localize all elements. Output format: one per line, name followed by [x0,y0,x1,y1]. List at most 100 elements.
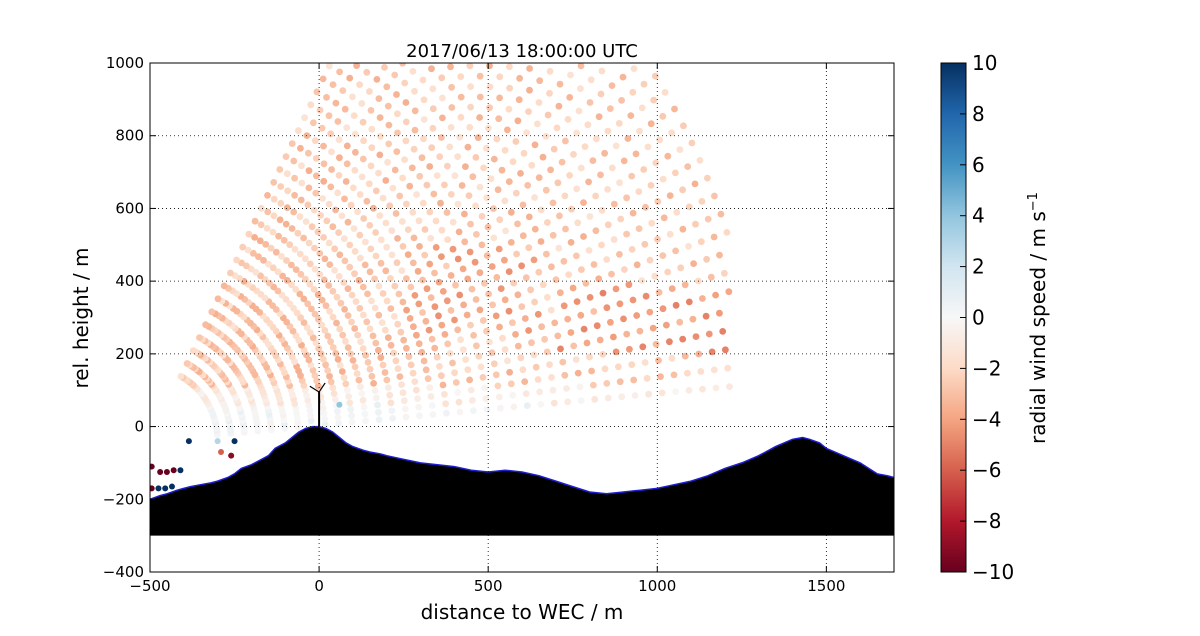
scan-point [599,351,607,358]
scan-point [451,369,458,377]
scan-point [379,361,387,369]
scan-point [554,179,562,187]
scan-point [593,135,600,143]
scan-point [490,155,498,163]
scan-point [379,290,387,297]
scan-point [549,386,557,394]
scan-point [420,96,428,104]
scan-point [478,241,486,249]
scan-point [436,153,444,161]
scan-point [428,65,435,73]
scan-point [547,306,555,314]
scan-point [577,85,584,92]
scan-point [376,133,384,140]
scan-point [459,346,467,353]
scan-point [297,196,305,204]
scan-point [319,404,327,412]
scan-point [697,368,705,375]
near-ground-point [150,485,155,492]
scan-point [535,268,543,276]
scan-point [427,393,435,400]
scan-point [580,325,588,333]
scan-point [467,220,474,228]
scan-point [360,311,367,319]
scan-point [585,178,592,186]
scan-point [530,351,538,359]
scan-point [270,179,278,186]
scan-point [346,74,354,82]
scan-point [509,391,517,399]
scan-point [655,357,662,364]
scan-point [555,244,563,252]
scan-point [452,379,460,386]
scan-point [313,88,321,96]
scan-point [347,201,355,209]
scan-point [269,264,277,272]
scan-point [514,220,521,228]
scan-point [329,384,337,392]
scan-point [362,351,370,359]
scan-point [446,143,454,151]
scan-point [672,169,679,177]
scan-point [628,361,636,368]
scan-point [377,236,385,244]
scan-point [642,203,649,211]
scan-point [304,201,312,209]
scan-point [428,402,436,409]
scan-point [283,276,291,284]
near-ground-point [170,467,177,474]
scan-point [396,373,404,380]
scan-point [546,361,553,368]
scan-point [585,247,593,254]
scan-point [260,256,267,264]
scan-point [343,124,351,131]
scan-point [324,332,332,340]
scan-point [573,129,581,137]
scan-point [436,363,443,370]
scan-point [358,173,366,181]
colorbar-label-text: radial wind speed / m s [1026,211,1050,444]
near-ground-point [228,452,235,459]
scan-point [351,166,359,174]
scan-point [444,340,452,348]
scan-point [300,234,307,242]
scan-point [384,102,392,110]
scan-point [338,368,346,375]
x-tick-label: −500 [129,577,170,595]
scan-point [447,191,455,198]
scan-point [350,112,358,119]
scan-point [649,324,657,332]
scan-point [506,84,513,92]
scan-point [391,313,398,320]
scan-point [523,402,531,409]
scan-point [402,137,410,145]
scan-point [291,191,298,199]
scan-point [710,366,718,374]
scan-point [595,275,603,283]
scan-point [570,342,578,350]
scan-point [447,272,455,279]
terrain-fill [150,426,894,536]
scan-point [366,325,374,333]
scan-point [419,309,426,316]
scan-point [549,231,557,239]
scan-point [314,228,322,236]
plot-frame [149,62,895,573]
scan-point [362,238,369,246]
x-axis-label: distance to WEC / m [421,600,624,624]
scan-point [476,183,484,191]
scan-point [262,241,270,248]
scan-point [318,124,326,132]
scan-point [479,374,487,381]
scan-point [288,261,295,269]
scan-point [384,334,392,341]
scan-point [362,417,369,425]
scan-point [719,328,727,335]
scan-point [360,137,367,145]
scan-point [501,296,509,304]
scan-point [257,272,264,280]
scan-point [519,232,527,240]
scan-point [490,205,497,213]
scan-point [305,149,312,157]
scan-point [288,225,296,232]
